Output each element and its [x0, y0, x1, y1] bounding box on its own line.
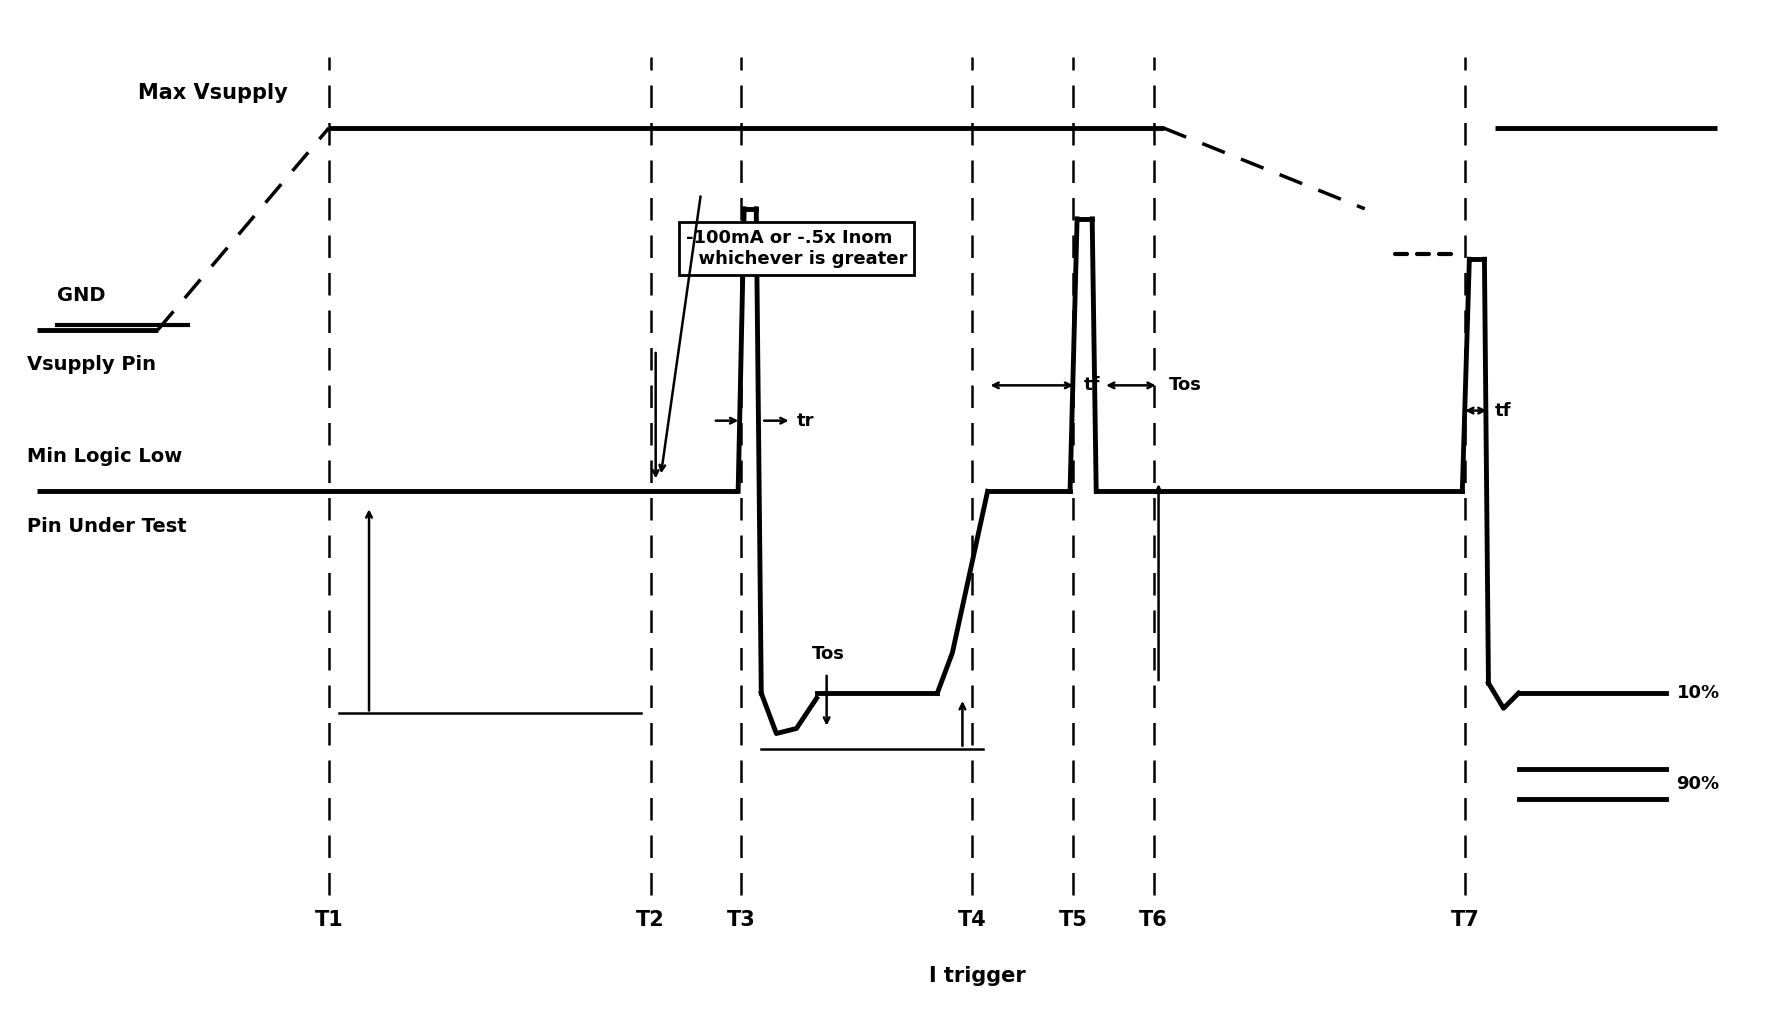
Text: T1: T1	[314, 910, 342, 930]
Text: Tos: Tos	[1168, 376, 1200, 394]
Text: GND: GND	[57, 285, 106, 305]
Text: Min Logic Low: Min Logic Low	[27, 447, 183, 466]
Text: tf: tf	[1083, 376, 1099, 394]
Text: 10%: 10%	[1675, 684, 1718, 702]
Text: T5: T5	[1058, 910, 1087, 930]
Text: T2: T2	[637, 910, 665, 930]
Text: T4: T4	[957, 910, 986, 930]
Text: tf: tf	[1493, 402, 1511, 419]
Text: tr: tr	[796, 411, 814, 430]
Text: T6: T6	[1138, 910, 1167, 930]
Text: I trigger: I trigger	[929, 966, 1025, 986]
Text: Pin Under Test: Pin Under Test	[27, 517, 186, 536]
Text: Tos: Tos	[810, 644, 844, 663]
Text: -100mA or -.5x Inom
  whichever is greater: -100mA or -.5x Inom whichever is greater	[686, 229, 906, 268]
Text: Max Vsupply: Max Vsupply	[138, 83, 287, 102]
Text: 90%: 90%	[1675, 775, 1718, 793]
Text: T7: T7	[1450, 910, 1479, 930]
Text: Vsupply Pin: Vsupply Pin	[27, 355, 156, 374]
Text: T3: T3	[727, 910, 755, 930]
